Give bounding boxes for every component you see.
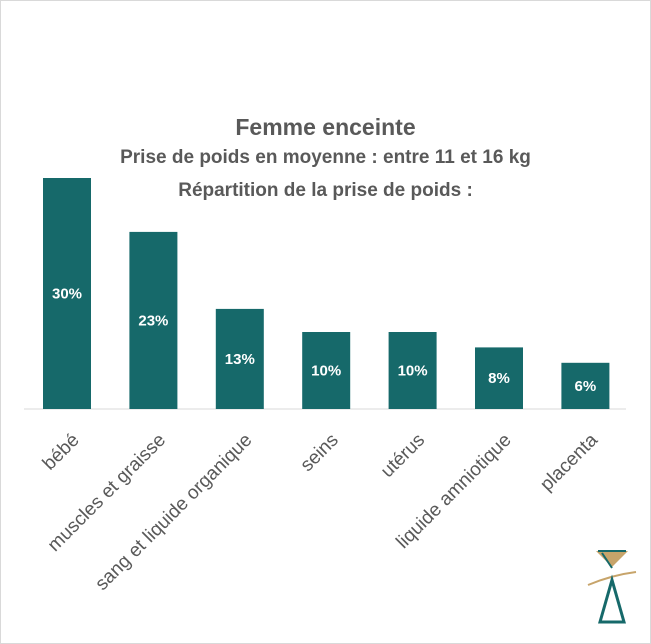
value-label-1: 23% <box>138 312 168 329</box>
chart-subtitle-2: Répartition de la prise de poids : <box>178 180 473 201</box>
bar-4 <box>388 332 437 409</box>
value-label-5: 8% <box>488 370 510 387</box>
category-label-4: utérus <box>377 430 429 482</box>
bar-1 <box>129 231 178 409</box>
hourglass-logo-icon <box>587 550 637 624</box>
category-label-0: bébé <box>39 430 84 475</box>
value-label-0: 30% <box>52 286 82 303</box>
bar-6 <box>561 362 610 409</box>
bar-5 <box>475 347 523 409</box>
bar-2 <box>215 308 264 409</box>
category-label-3: seins <box>297 430 343 476</box>
bar-3 <box>302 332 351 409</box>
category-label-2: sang et liquide organique <box>91 430 256 595</box>
chart-title: Femme enceinte <box>235 114 416 140</box>
value-labels-group: 30% 23% 13% 10% 10% 8% 6% <box>52 286 596 395</box>
bar-0 <box>43 178 91 409</box>
value-label-3: 10% <box>311 363 341 380</box>
category-label-6: placenta <box>536 429 602 495</box>
bars-group <box>43 178 610 409</box>
value-label-4: 10% <box>398 363 428 380</box>
value-label-2: 13% <box>225 351 255 368</box>
value-label-6: 6% <box>575 378 597 395</box>
chart-subtitle: Prise de poids en moyenne : entre 11 et … <box>120 147 531 168</box>
